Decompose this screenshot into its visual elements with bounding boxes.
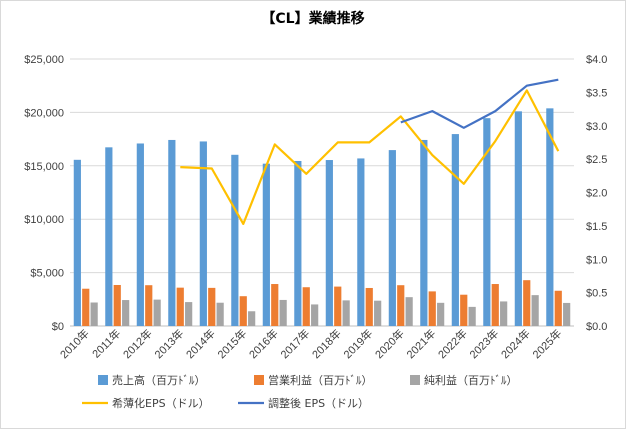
bar xyxy=(500,301,508,326)
left-tick-label: $10,000 xyxy=(24,214,64,226)
left-tick-label: $20,000 xyxy=(24,107,64,119)
bar xyxy=(325,160,333,326)
left-tick-label: $5,000 xyxy=(30,268,64,280)
bar xyxy=(365,287,373,326)
x-tick-label: 2022年 xyxy=(435,326,470,361)
right-tick-label: $4.0 xyxy=(586,54,607,66)
bar xyxy=(483,118,491,326)
right-tick-label: $3.5 xyxy=(586,87,607,99)
right-tick-label: $0.5 xyxy=(586,288,607,300)
bar xyxy=(546,108,554,326)
bar xyxy=(451,134,459,326)
x-tick-label: 2024年 xyxy=(498,326,533,361)
bar xyxy=(437,302,445,326)
bar xyxy=(523,280,531,326)
bar xyxy=(302,287,310,326)
right-axis: $0.0 $0.5 $1.0 $1.5 $2.0 $2.5 $3.0 $3.5 $4.0 xyxy=(586,54,607,333)
bar-series xyxy=(73,108,571,326)
x-axis: 2010年2011年2012年2013年2014年2015年2016年2017年… xyxy=(57,326,564,361)
line-series xyxy=(180,78,560,225)
x-tick-label: 2017年 xyxy=(277,326,312,361)
x-tick-label: 2019年 xyxy=(340,326,375,361)
right-tick-label: $2.0 xyxy=(586,188,607,200)
bar xyxy=(460,294,468,326)
x-tick-label: 2023年 xyxy=(466,326,501,361)
left-tick-label: $25,000 xyxy=(24,54,64,66)
bar xyxy=(73,159,81,326)
right-tick-label: $1.5 xyxy=(586,221,607,233)
bar xyxy=(388,150,396,326)
bar xyxy=(428,291,436,326)
bar xyxy=(554,290,562,326)
x-tick-label: 2011年 xyxy=(89,326,123,360)
bar xyxy=(90,302,98,326)
legend: 売上高（百万ﾄﾞﾙ） 営業利益（百万ﾄﾞﾙ） 純利益（百万ﾄﾞﾙ） 希薄化EPS（ドル… xyxy=(82,373,518,410)
bar xyxy=(105,147,113,326)
legend-label: 純利益（百万ﾄﾞﾙ） xyxy=(424,373,518,387)
x-tick-label: 2015年 xyxy=(214,326,249,361)
bar xyxy=(82,288,90,326)
right-tick-label: $2.5 xyxy=(586,154,607,166)
bar xyxy=(248,311,256,326)
bar xyxy=(420,139,428,326)
bar xyxy=(176,287,184,326)
bar xyxy=(122,300,130,326)
bar xyxy=(514,111,522,326)
left-tick-label: $0 xyxy=(52,321,64,333)
bar xyxy=(153,299,161,326)
x-tick-label: 2014年 xyxy=(183,326,218,361)
left-tick-label: $15,000 xyxy=(24,161,64,173)
x-tick-label: 2025年 xyxy=(529,326,564,361)
legend-label: 売上高（百万ﾄﾞﾙ） xyxy=(112,373,206,387)
bar xyxy=(208,287,216,326)
series-line xyxy=(400,78,559,129)
legend-label: 希薄化EPS（ドル） xyxy=(112,396,210,410)
legend-label: 営業利益（百万ﾄﾞﾙ） xyxy=(268,373,373,387)
bar xyxy=(397,285,405,326)
x-tick-label: 2020年 xyxy=(372,326,407,361)
bar xyxy=(468,306,476,326)
bar xyxy=(342,300,350,326)
bar xyxy=(145,285,153,326)
right-tick-label: $1.0 xyxy=(586,254,607,266)
bar xyxy=(294,160,302,326)
legend-swatch xyxy=(254,375,264,385)
right-tick-label: $0.0 xyxy=(586,321,607,333)
bar xyxy=(563,302,571,326)
bar xyxy=(311,304,319,326)
bar xyxy=(531,295,539,326)
bar xyxy=(185,302,193,326)
series-line xyxy=(180,89,560,225)
x-tick-label: 2013年 xyxy=(151,326,186,361)
bar xyxy=(374,300,382,326)
x-tick-label: 2012年 xyxy=(120,326,155,361)
bar xyxy=(136,143,144,326)
right-tick-label: $3.0 xyxy=(586,121,607,133)
bar xyxy=(491,284,499,326)
bar xyxy=(334,286,342,326)
x-tick-label: 2021年 xyxy=(403,326,438,361)
left-axis: $0 $5,000 $10,000 $15,000 $20,000 $25,000 xyxy=(24,54,64,333)
bar xyxy=(216,302,224,326)
bar xyxy=(199,141,207,326)
x-tick-label: 2016年 xyxy=(246,326,281,361)
chart-title: 【CL】業績推移 xyxy=(261,10,364,27)
legend-swatch xyxy=(410,375,420,385)
bar xyxy=(239,296,247,326)
x-tick-label: 2018年 xyxy=(309,326,344,361)
bar xyxy=(357,158,365,326)
legend-swatch xyxy=(98,375,108,385)
bar xyxy=(262,163,270,326)
bar xyxy=(279,299,287,326)
bar xyxy=(168,139,176,326)
bar xyxy=(405,297,413,326)
bar xyxy=(271,284,279,326)
bar xyxy=(231,154,239,326)
bar xyxy=(113,284,121,326)
legend-label: 調整後 EPS（ドル） xyxy=(268,396,369,410)
